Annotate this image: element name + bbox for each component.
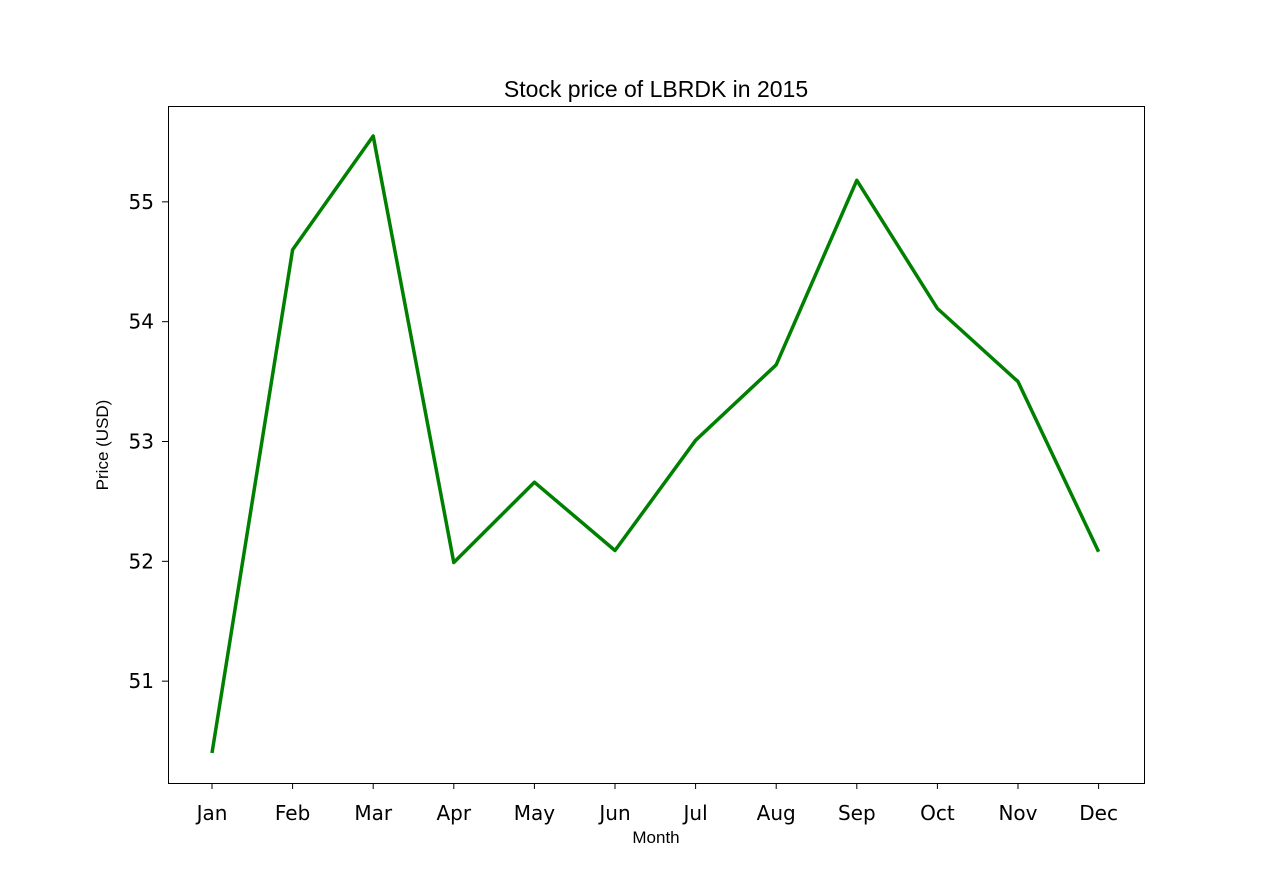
x-tick-label-jun: Jun — [597, 801, 630, 825]
series-layer — [210, 134, 1101, 754]
y-tick-label-54: 54 — [129, 310, 154, 334]
y-tick-label-52: 52 — [129, 549, 154, 573]
series-line-1 — [210, 134, 1101, 754]
x-tick-label-feb: Feb — [275, 801, 310, 825]
x-tick-label-mar: Mar — [354, 801, 393, 825]
x-tick-label-dec: Dec — [1079, 801, 1118, 825]
y-tick-label-51: 51 — [129, 669, 154, 693]
plot-area-frame — [168, 106, 1145, 784]
x-axis: Jan Feb Mar Apr May Jun Jul Aug Sep Oct Nov Dec — [195, 783, 1118, 825]
y-axis-label: Price (USD) — [93, 400, 112, 491]
y-tick-label-55: 55 — [129, 190, 154, 214]
x-tick-label-aug: Aug — [757, 801, 796, 825]
x-tick-label-jan: Jan — [195, 801, 228, 825]
y-axis: 51 52 53 54 55 — [129, 190, 168, 693]
x-tick-label-may: May — [514, 801, 556, 825]
y-tick-label-53: 53 — [129, 430, 154, 454]
x-axis-label: Month — [632, 828, 679, 847]
x-tick-label-apr: Apr — [436, 801, 471, 825]
x-tick-label-nov: Nov — [998, 801, 1037, 825]
x-tick-label-jul: Jul — [682, 801, 708, 825]
x-tick-label-oct: Oct — [920, 801, 955, 825]
chart-title: Stock price of LBRDK in 2015 — [504, 76, 808, 102]
x-tick-label-sep: Sep — [838, 801, 876, 825]
